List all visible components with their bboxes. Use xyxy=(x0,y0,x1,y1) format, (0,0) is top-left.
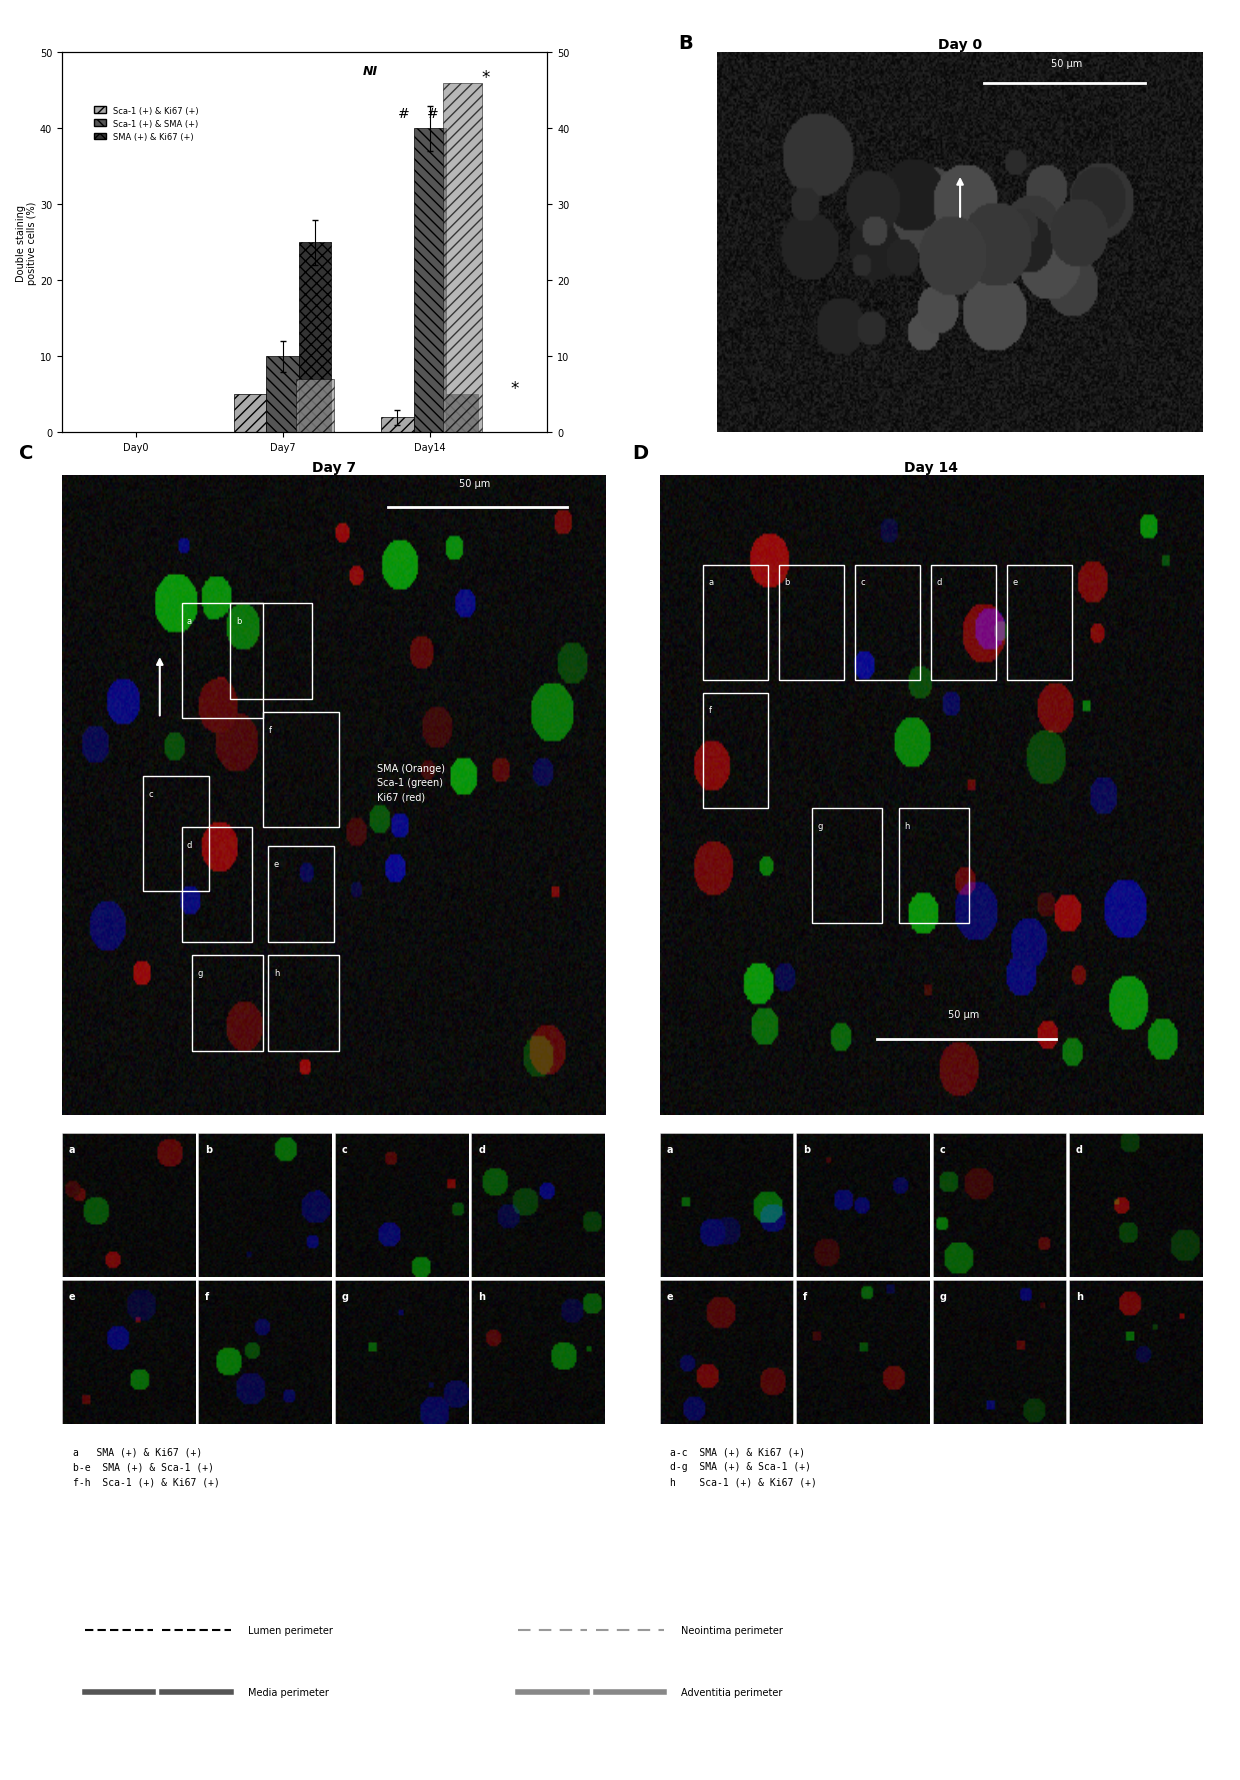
Text: *: * xyxy=(511,381,520,399)
Text: e: e xyxy=(1013,578,1018,587)
Legend: Sca-1 (+) & Ki67 (+), Sca-1 (+) & SMA (+), SMA (+) & Ki67 (+): Sca-1 (+) & Ki67 (+), Sca-1 (+) & SMA (+… xyxy=(91,103,202,146)
Text: D: D xyxy=(632,443,649,463)
Text: a-c  SMA (+) & Ki67 (+)
d-g  SMA (+) & Sca-1 (+)
h    Sca-1 (+) & Ki67 (+): a-c SMA (+) & Ki67 (+) d-g SMA (+) & Sca… xyxy=(671,1447,817,1486)
Text: 50 μm: 50 μm xyxy=(949,1009,980,1020)
Text: 50 μm: 50 μm xyxy=(459,479,491,488)
Text: a: a xyxy=(708,578,713,587)
Text: b: b xyxy=(802,1145,810,1155)
Text: c: c xyxy=(342,1145,347,1155)
Text: e: e xyxy=(68,1292,76,1301)
Text: B: B xyxy=(678,34,693,53)
Text: f: f xyxy=(205,1292,210,1301)
Text: d: d xyxy=(187,840,192,849)
Text: Media perimeter: Media perimeter xyxy=(248,1687,329,1696)
Text: g: g xyxy=(342,1292,348,1301)
Text: e: e xyxy=(666,1292,673,1301)
Text: Lumen perimeter: Lumen perimeter xyxy=(248,1625,332,1634)
Text: a: a xyxy=(666,1145,673,1155)
Title: Day 0: Day 0 xyxy=(937,37,982,52)
Text: NI: NI xyxy=(363,64,378,78)
Text: C: C xyxy=(19,443,33,463)
Text: b: b xyxy=(236,616,242,625)
Text: a: a xyxy=(187,616,192,625)
Title: Day 7: Day 7 xyxy=(311,461,356,475)
Text: c: c xyxy=(939,1145,945,1155)
Text: g: g xyxy=(939,1292,946,1301)
Bar xyxy=(299,244,331,433)
Text: h: h xyxy=(479,1292,485,1301)
Text: d: d xyxy=(936,578,942,587)
Text: #: # xyxy=(427,107,439,121)
Bar xyxy=(267,358,299,433)
Text: *: * xyxy=(481,69,490,87)
Bar xyxy=(295,381,335,433)
Text: c: c xyxy=(149,789,154,797)
Text: #: # xyxy=(397,107,409,121)
Text: h: h xyxy=(274,968,279,977)
Text: f: f xyxy=(268,724,272,735)
Text: Neointima perimeter: Neointima perimeter xyxy=(682,1625,784,1634)
Text: h: h xyxy=(1075,1292,1083,1301)
Text: f: f xyxy=(708,707,712,716)
Text: a   SMA (+) & Ki67 (+)
b-e  SMA (+) & Sca-1 (+)
f-h  Sca-1 (+) & Ki67 (+): a SMA (+) & Ki67 (+) b-e SMA (+) & Sca-1… xyxy=(73,1447,219,1486)
Text: g: g xyxy=(198,968,203,977)
Text: c: c xyxy=(861,578,866,587)
Text: SMA (Orange)
Sca-1 (green)
Ki67 (red): SMA (Orange) Sca-1 (green) Ki67 (red) xyxy=(377,764,445,801)
Text: d: d xyxy=(479,1145,485,1155)
Bar xyxy=(446,395,479,433)
Text: a: a xyxy=(68,1145,76,1155)
Text: 50 μm: 50 μm xyxy=(1052,59,1083,69)
Bar xyxy=(234,395,267,433)
Text: h: h xyxy=(904,821,909,829)
Y-axis label: Double staining
positive cells (%): Double staining positive cells (%) xyxy=(16,201,37,285)
Text: f: f xyxy=(802,1292,807,1301)
Bar xyxy=(414,130,446,433)
Text: d: d xyxy=(1075,1145,1083,1155)
Text: b: b xyxy=(785,578,790,587)
Text: Adventitia perimeter: Adventitia perimeter xyxy=(682,1687,782,1696)
Bar xyxy=(381,418,414,433)
Text: b: b xyxy=(205,1145,212,1155)
Text: g: g xyxy=(817,821,822,829)
Text: e: e xyxy=(274,860,279,869)
Title: Day 14: Day 14 xyxy=(904,461,959,475)
Bar xyxy=(443,84,481,433)
